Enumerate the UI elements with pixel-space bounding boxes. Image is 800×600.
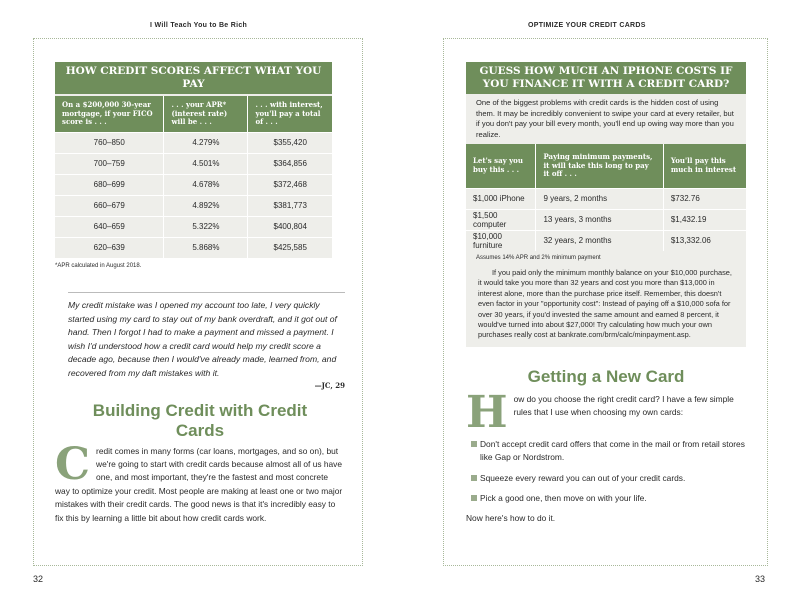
col-header: . . . your APR* (interest rate) will be … <box>163 96 249 132</box>
table-cell: 640–659 <box>55 215 165 237</box>
sidebar-footnote: Assumes 14% APR and 2% minimum payment <box>476 255 601 261</box>
table-cell: $1,000 iPhone <box>466 187 537 209</box>
iphone-sidebar: GUESS HOW MUCH AN IPHONE COSTS IF YOU FI… <box>466 62 746 347</box>
right-page-content: GUESS HOW MUCH AN IPHONE COSTS IF YOU FI… <box>466 62 746 526</box>
table-cell: 5.868% <box>163 236 249 258</box>
drop-cap: H <box>466 386 508 438</box>
col-header: On a $200,000 30-year mortgage, if your … <box>55 96 165 132</box>
table-cell: 32 years, 2 months <box>535 229 664 251</box>
running-head-left: I Will Teach You to Be Rich <box>150 22 248 29</box>
table-cell: 620–639 <box>55 236 165 258</box>
bullet-square-icon <box>471 440 477 447</box>
table-cell: 4.279% <box>163 131 249 153</box>
table-cell: 760–850 <box>55 131 165 153</box>
page-number-right: 33 <box>755 574 766 584</box>
bullet-square-icon <box>471 474 477 481</box>
table-row: 620–639 5.868% $425,585 <box>55 236 332 258</box>
sidebar-paragraph: If you paid only the minimum monthly bal… <box>478 268 732 340</box>
table-row: $1,500 computer 13 years, 3 months $1,432.… <box>466 208 746 230</box>
left-page-frame <box>33 38 363 566</box>
left-page-content: HOW CREDIT SCORES AFFECT WHAT YOU PAY On… <box>55 62 345 525</box>
table-cell: $364,856 <box>247 152 332 174</box>
table-cell: $1,432.19 <box>663 208 746 230</box>
right-page-frame <box>443 38 768 566</box>
table-cell: $372,468 <box>247 173 332 195</box>
col-header: Let's say you buy this . . . <box>466 144 537 188</box>
table-cell: 9 years, 2 months <box>535 187 664 209</box>
table-cell: 660–679 <box>55 194 165 216</box>
quote-text: My credit mistake was I opened my accoun… <box>68 300 337 378</box>
table-row: 680–699 4.678% $372,468 <box>55 173 332 195</box>
table-cell: $1,500 computer <box>466 208 537 230</box>
bullet-item: Don't accept credit card offers that com… <box>471 438 746 465</box>
page-number-left: 32 <box>33 574 44 584</box>
table-row: $1,000 iPhone 9 years, 2 months $732.76 <box>466 187 746 209</box>
table-cell: 13 years, 3 months <box>535 208 664 230</box>
table-cell: 700–759 <box>55 152 165 174</box>
table-cell: $355,420 <box>247 131 332 153</box>
table-cell: $425,585 <box>247 236 332 258</box>
table-row: 660–679 4.892% $381,773 <box>55 194 332 216</box>
drop-cap: C <box>55 438 91 490</box>
credit-score-table: HOW CREDIT SCORES AFFECT WHAT YOU PAY On… <box>55 62 332 258</box>
table-cell: 4.892% <box>163 194 249 216</box>
table-cell: $732.76 <box>663 187 746 209</box>
table-row: $10,000 furniture 32 years, 2 months $13,3… <box>466 229 746 251</box>
table-row: 640–659 5.322% $400,804 <box>55 215 332 237</box>
table-cell: 680–699 <box>55 173 165 195</box>
table-cell: 4.678% <box>163 173 249 195</box>
table-cell: $381,773 <box>247 194 332 216</box>
sidebar-title: GUESS HOW MUCH AN IPHONE COSTS IF YOU FI… <box>466 62 746 94</box>
table-cell: 4.501% <box>163 152 249 174</box>
quote-attribution: —JC, 29 <box>314 380 345 390</box>
table-cell: $13,332.06 <box>663 229 746 251</box>
bullet-item: Squeeze every reward you can out of your… <box>471 472 746 485</box>
col-header: . . . with interest, you'll pay a total … <box>247 96 332 132</box>
running-head-right: OPTIMIZE YOUR CREDIT CARDS <box>528 22 646 29</box>
section-heading: Getting a New Card <box>527 366 685 386</box>
table-title: HOW CREDIT SCORES AFFECT WHAT YOU PAY <box>55 62 332 94</box>
col-header: You'll pay this much in interest <box>663 144 746 188</box>
closing-line: Now here's how to do it. <box>466 513 556 524</box>
table-cell: $400,804 <box>247 215 332 237</box>
divider <box>68 292 345 293</box>
bullet-item: Pick a good one, then move on with your … <box>471 492 746 505</box>
table-cell: $10,000 furniture <box>466 229 537 251</box>
section-heading: Building Credit with Credit Cards <box>92 400 308 440</box>
bullet-square-icon <box>471 495 477 502</box>
table-cell: 5.322% <box>163 215 249 237</box>
table-footnote: *APR calculated in August 2018. <box>55 263 142 269</box>
table-row: 760–850 4.279% $355,420 <box>55 131 332 153</box>
table-row: 700–759 4.501% $364,856 <box>55 152 332 174</box>
col-header: Paying minimum payments, it will take th… <box>535 144 664 188</box>
reader-quote: My credit mistake was I opened my accoun… <box>68 299 345 391</box>
sidebar-intro: One of the biggest problems with credit … <box>476 98 734 139</box>
